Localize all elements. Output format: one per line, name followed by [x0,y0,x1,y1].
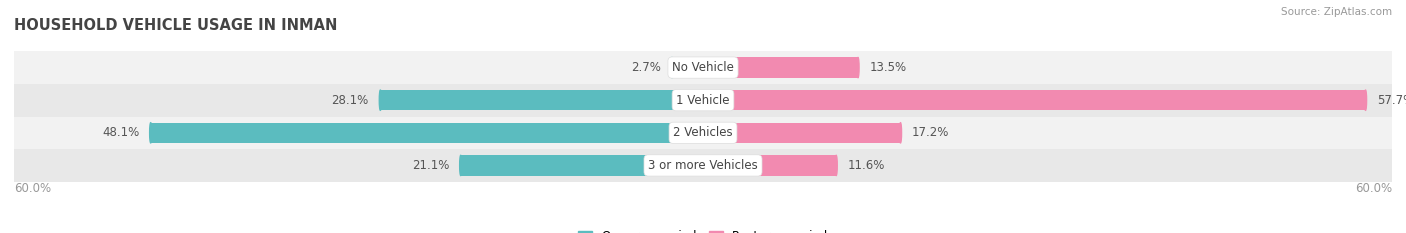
Bar [461,155,703,175]
Text: 1 Vehicle: 1 Vehicle [676,94,730,107]
Text: 57.7%: 57.7% [1376,94,1406,107]
Bar [14,84,1392,116]
Text: 2.7%: 2.7% [631,61,661,74]
Ellipse shape [380,90,381,110]
Ellipse shape [835,155,837,175]
Text: 17.2%: 17.2% [912,126,949,139]
Bar [703,90,1365,110]
Bar [703,58,858,78]
Text: 28.1%: 28.1% [332,94,368,107]
Text: 2 Vehicles: 2 Vehicles [673,126,733,139]
Text: 11.6%: 11.6% [848,159,884,172]
Text: 21.1%: 21.1% [412,159,450,172]
Ellipse shape [856,58,859,78]
Bar [381,90,703,110]
Text: 3 or more Vehicles: 3 or more Vehicles [648,159,758,172]
Text: No Vehicle: No Vehicle [672,61,734,74]
Text: 60.0%: 60.0% [1355,182,1392,195]
Bar [150,123,703,143]
Bar [14,149,1392,182]
Text: 13.5%: 13.5% [869,61,907,74]
Text: Source: ZipAtlas.com: Source: ZipAtlas.com [1281,7,1392,17]
Bar [703,123,900,143]
Text: 48.1%: 48.1% [103,126,139,139]
Ellipse shape [671,58,673,78]
Bar [703,155,837,175]
Bar [14,116,1392,149]
Text: 60.0%: 60.0% [14,182,51,195]
Ellipse shape [1364,90,1367,110]
Bar [14,51,1392,84]
Bar [672,58,703,78]
Text: HOUSEHOLD VEHICLE USAGE IN INMAN: HOUSEHOLD VEHICLE USAGE IN INMAN [14,18,337,33]
Ellipse shape [900,123,901,143]
Ellipse shape [460,155,461,175]
Legend: Owner-occupied, Renter-occupied: Owner-occupied, Renter-occupied [572,225,834,233]
Ellipse shape [149,123,152,143]
